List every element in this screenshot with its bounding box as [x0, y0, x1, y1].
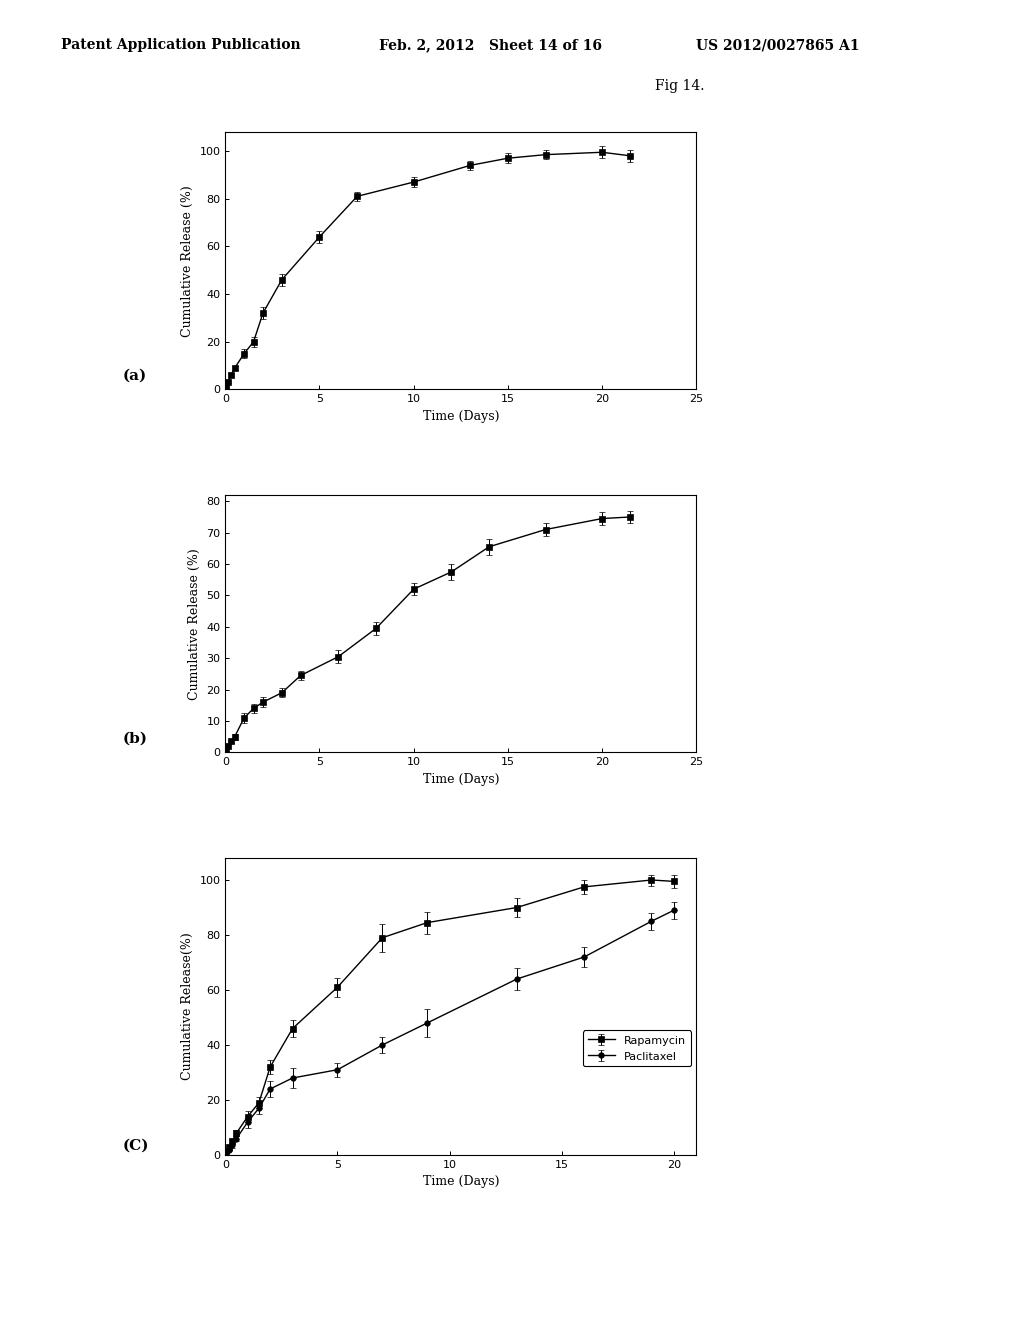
- Y-axis label: Cumulative Release (%): Cumulative Release (%): [181, 185, 194, 337]
- X-axis label: Time (Days): Time (Days): [423, 1175, 499, 1188]
- Text: Fig 14.: Fig 14.: [655, 79, 705, 94]
- Text: (C): (C): [123, 1138, 150, 1152]
- Text: Feb. 2, 2012   Sheet 14 of 16: Feb. 2, 2012 Sheet 14 of 16: [379, 38, 602, 53]
- Text: Patent Application Publication: Patent Application Publication: [61, 38, 301, 53]
- X-axis label: Time (Days): Time (Days): [423, 772, 499, 785]
- Text: (a): (a): [123, 368, 147, 383]
- X-axis label: Time (Days): Time (Days): [423, 409, 499, 422]
- Y-axis label: Cumulative Release (%): Cumulative Release (%): [187, 548, 201, 700]
- Y-axis label: Cumulative Release(%): Cumulative Release(%): [181, 933, 194, 1080]
- Legend: Rapamycin, Paclitaxel: Rapamycin, Paclitaxel: [583, 1031, 691, 1067]
- Text: (b): (b): [123, 731, 147, 746]
- Text: US 2012/0027865 A1: US 2012/0027865 A1: [696, 38, 860, 53]
